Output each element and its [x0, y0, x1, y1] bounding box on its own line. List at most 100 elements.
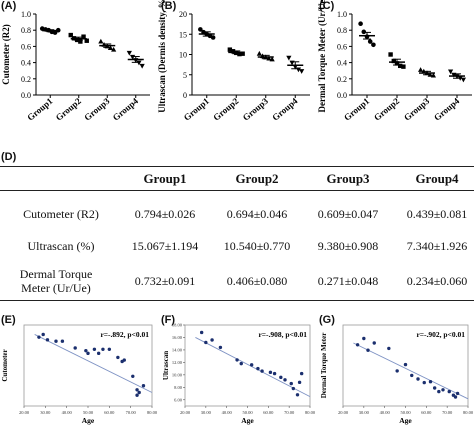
y-axis-label: Cutometer (R2): [1, 24, 11, 85]
x-tick-label: 50.00: [242, 410, 253, 415]
data-point: [204, 340, 208, 345]
data-point: [137, 390, 141, 395]
data-point: [361, 29, 367, 35]
data-point: [364, 34, 370, 39]
x-tick-label: 80.00: [305, 410, 316, 415]
data-point: [398, 63, 403, 69]
x-tick-label: 20.00: [338, 410, 349, 415]
y-tick-label: 0.4: [337, 59, 347, 68]
y-tick-label: 10.00: [172, 372, 183, 377]
correlation-annotation: r=-.902, p<0.01: [416, 330, 465, 339]
data-point: [448, 69, 454, 75]
data-point: [256, 366, 260, 371]
data-point: [387, 346, 391, 351]
chart-f-ultrascan-age: 20.00 30.00 40.00 50.00 60.00 70.00 80.00 6.00 8…: [162, 323, 316, 425]
table-cell: 0.406±0.080: [226, 274, 288, 288]
x-tick-label: 60.00: [421, 410, 432, 415]
y-tick-label: 0.2: [21, 75, 31, 84]
data-point: [86, 351, 90, 356]
data-point: [133, 58, 139, 63]
x-axis-label: Age: [399, 416, 412, 425]
table-header-group3: Group3: [326, 171, 370, 186]
table-header-group4: Group4: [415, 171, 459, 186]
data-point: [362, 336, 366, 341]
data-point: [71, 36, 77, 41]
data-point: [367, 39, 373, 44]
data-point: [428, 380, 433, 384]
table-cell: 15.067±1.194: [131, 239, 199, 253]
y-tick-label: 0.8: [21, 26, 31, 35]
y-tick-label: 0: [183, 91, 187, 100]
x-tick-label: 40.00: [222, 410, 233, 415]
data-point: [141, 384, 146, 388]
panel-label-g: (G): [319, 314, 335, 326]
data-point: [60, 339, 65, 343]
x-tick-label: 40.00: [380, 410, 391, 415]
table-cell: 10.540±0.770: [223, 239, 291, 253]
table-header-rule: [0, 190, 474, 191]
data-point: [131, 374, 135, 378]
data-point: [116, 355, 120, 360]
data-point: [371, 42, 376, 48]
x-tick-label: 30.00: [40, 410, 51, 415]
data-point: [355, 343, 360, 347]
x-tick-label: Group2: [372, 96, 402, 123]
data-point: [286, 55, 292, 61]
data-point: [73, 346, 77, 350]
x-tick-label: 20.00: [180, 410, 191, 415]
data-point: [240, 51, 245, 56]
data-point: [249, 363, 254, 367]
y-tick-label: 15: [179, 30, 187, 39]
fit-line: [195, 337, 311, 398]
results-table: Group1 Group2 Group3 Group4 Cutometer (R…: [0, 164, 474, 304]
data-point: [391, 58, 396, 64]
y-tick-label: 0.4: [21, 59, 31, 68]
data-point: [126, 50, 132, 56]
x-tick-label: 70.00: [126, 410, 137, 415]
data-point: [457, 75, 463, 81]
data-point: [279, 375, 283, 380]
data-point: [234, 50, 239, 56]
data-point: [437, 389, 441, 394]
panel-label-d: (D): [1, 151, 17, 163]
data-point: [289, 60, 295, 66]
data-point: [122, 358, 126, 362]
data-point: [55, 27, 61, 33]
table-cell: 9.380±0.908: [317, 239, 379, 253]
y-tick-label: 0.6: [21, 42, 31, 51]
data-point: [260, 369, 264, 373]
data-point: [455, 391, 460, 396]
y-tick-label: 20: [179, 10, 187, 19]
y-tick-label: 5: [183, 71, 187, 80]
data-point: [427, 71, 433, 77]
x-tick-label: Group4: [432, 96, 462, 123]
y-tick-label: 10: [179, 51, 187, 60]
data-point: [388, 52, 393, 57]
data-point: [418, 67, 424, 72]
data-point: [237, 51, 242, 57]
table-cell: 0.439±0.081: [406, 207, 468, 221]
data-point: [101, 347, 105, 351]
data-point: [41, 332, 45, 337]
data-point: [101, 41, 107, 47]
data-point: [272, 371, 277, 376]
data-point: [54, 339, 58, 343]
data-point: [199, 330, 204, 335]
data-point: [358, 21, 363, 27]
data-point: [256, 50, 262, 56]
table-row-label-cutometer: Cutometer (R2): [23, 207, 99, 221]
x-tick-label: 50.00: [83, 410, 94, 415]
data-point: [283, 378, 287, 382]
y-axis-label: Ultrascan: [162, 351, 170, 380]
chart-b-ultrascan-groups: 0 5 10 15 20 Ultrascan (Dermis density, %) Gro…: [157, 0, 310, 123]
x-tick-label: 20.00: [19, 410, 30, 415]
data-point: [135, 393, 139, 397]
y-axis-label: Ultrascan (Dermis density, %): [157, 0, 167, 113]
x-tick-label: Group4: [270, 96, 300, 123]
data-point: [227, 47, 233, 52]
chart-g-torque-age: 20.00 30.00 40.00 50.00 60.00 70.00 80.00 Age De…: [320, 324, 474, 425]
data-point: [295, 393, 300, 397]
data-point: [447, 389, 451, 394]
table-header-group1: Group1: [143, 171, 187, 186]
